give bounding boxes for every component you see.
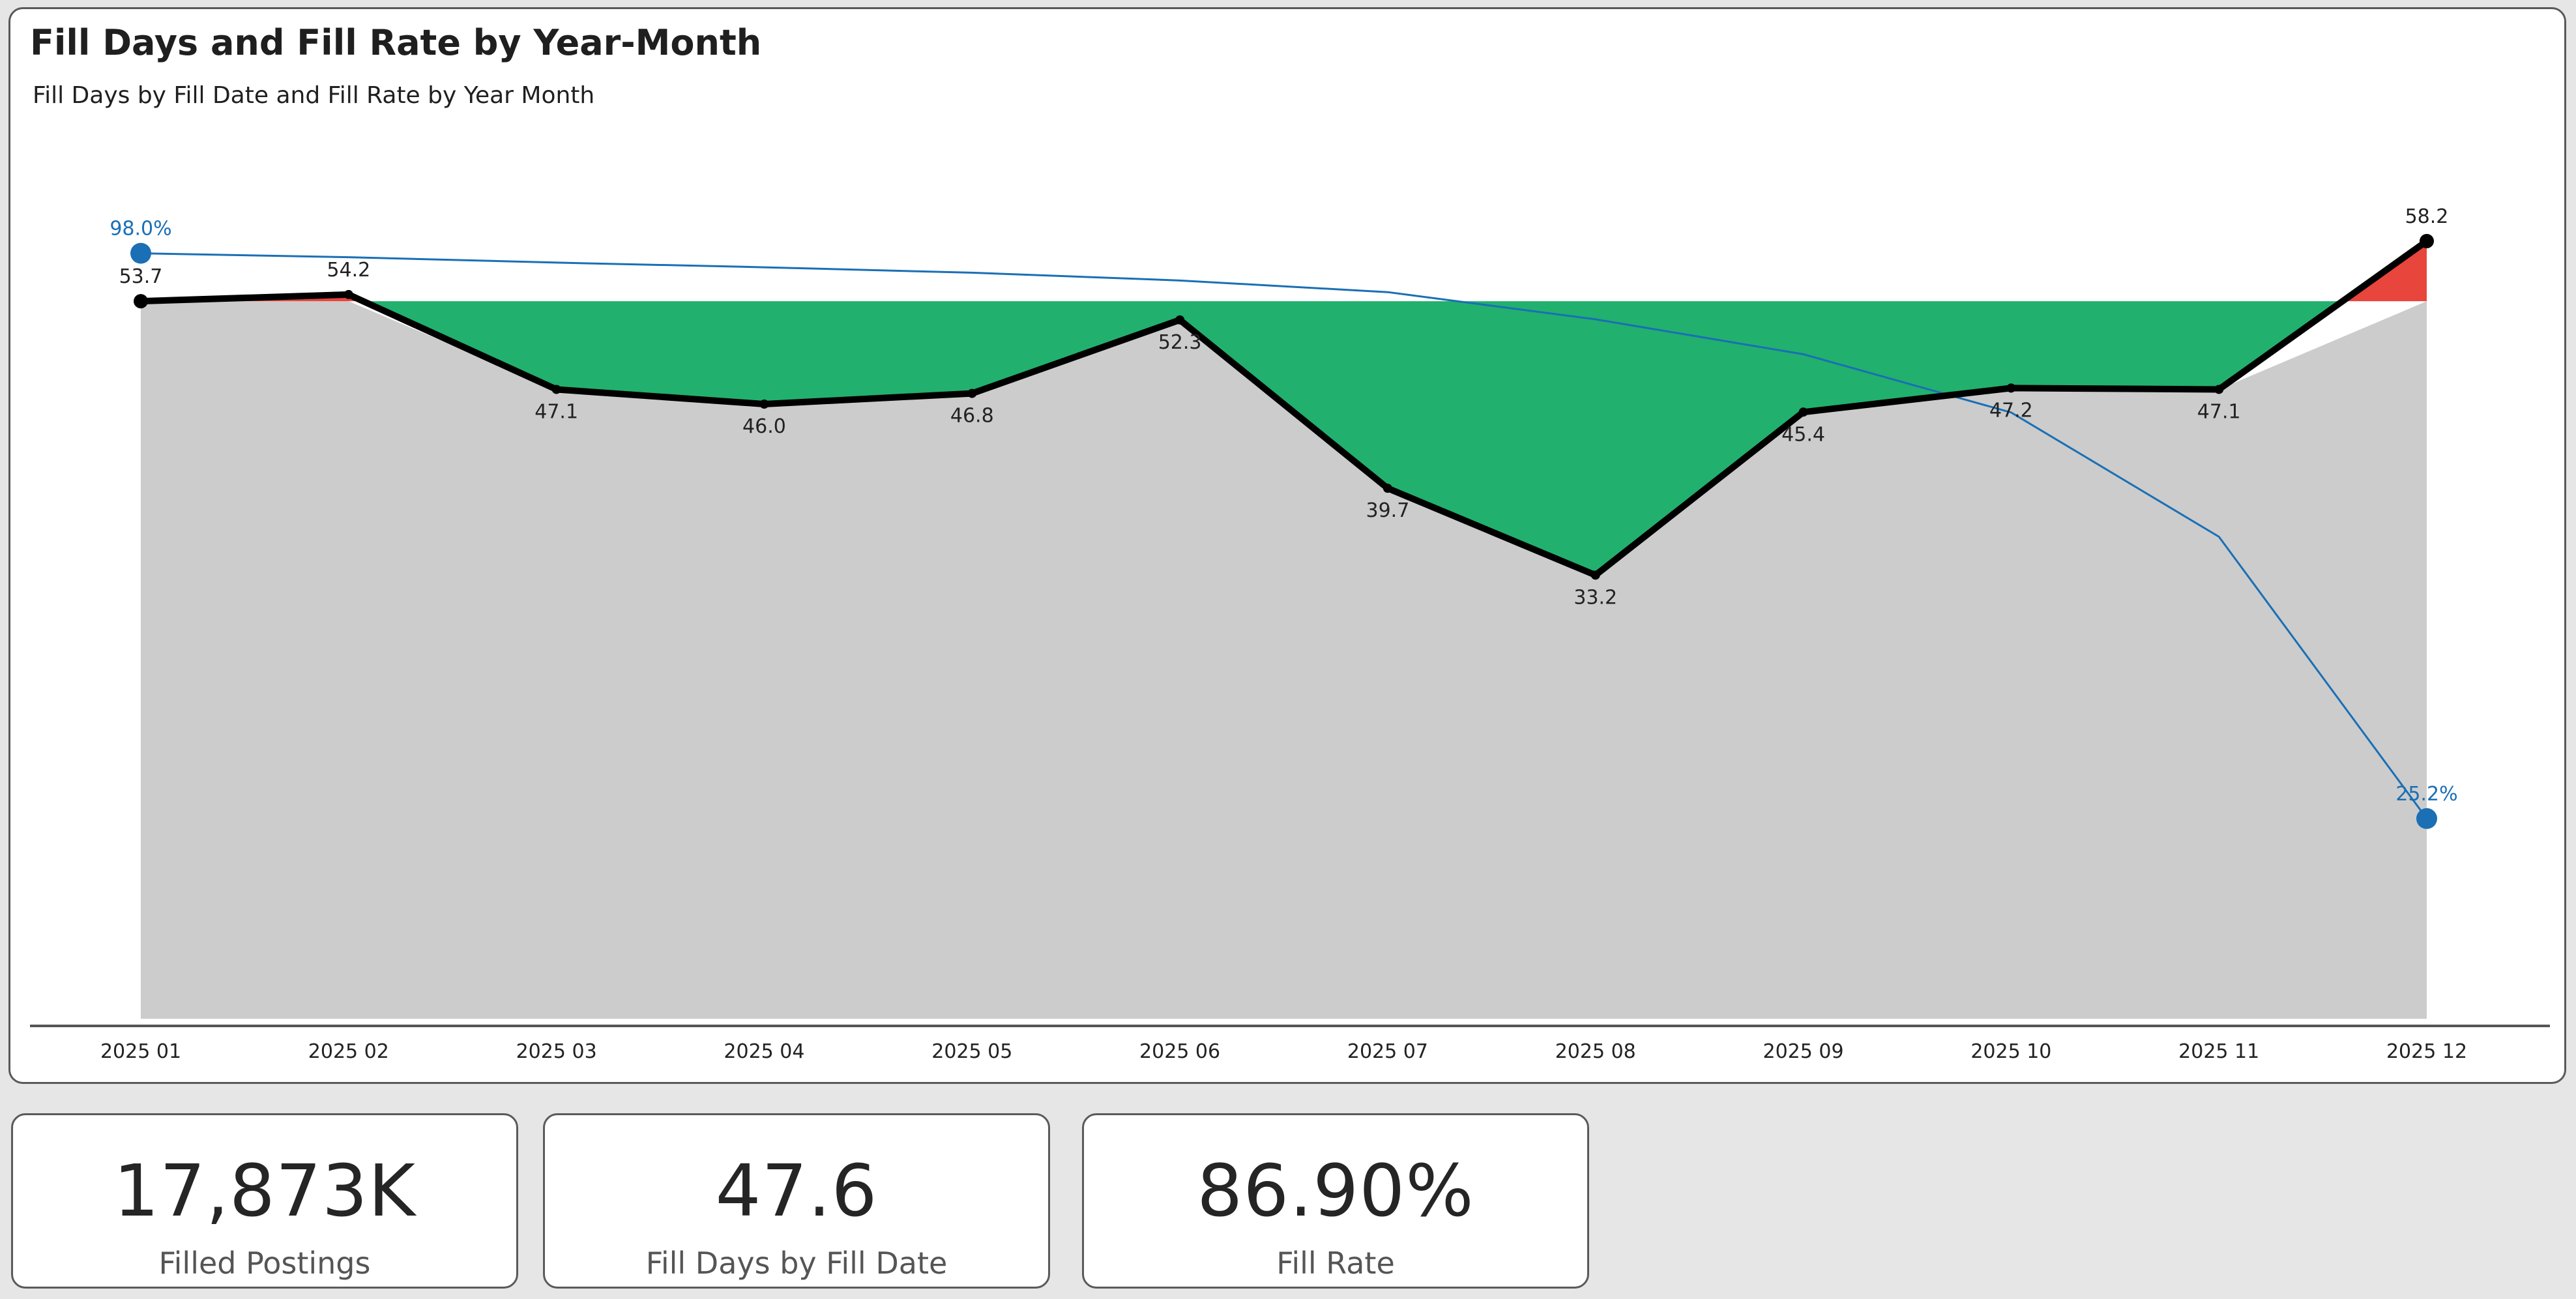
fill-days-data-label: 45.4 <box>1781 423 1825 446</box>
fill-rate-data-label: 98.0% <box>110 218 171 241</box>
x-tick-label: 2025 12 <box>2386 1040 2467 1063</box>
kpi-label: Filled Postings <box>158 1246 371 1281</box>
fill-days-data-label: 47.1 <box>2197 400 2241 423</box>
x-tick-label: 2025 04 <box>724 1040 804 1063</box>
fill-days-data-label: 54.2 <box>327 259 370 282</box>
fill-days-point <box>759 400 769 409</box>
fill-days-point <box>344 289 353 299</box>
fill-days-data-label: 58.2 <box>2405 205 2449 228</box>
fill-days-point <box>1175 315 1185 325</box>
kpi-card-fill-days: 47.6 Fill Days by Fill Date <box>543 1113 1050 1289</box>
fill-days-point <box>2420 233 2434 248</box>
x-tick-label: 2025 01 <box>100 1040 181 1063</box>
fill-days-point <box>1798 407 1808 417</box>
fill-days-data-label: 47.1 <box>534 400 578 423</box>
x-tick-label: 2025 07 <box>1347 1040 1428 1063</box>
fill-days-data-label: 39.7 <box>1366 499 1410 522</box>
x-tick-label: 2025 02 <box>308 1040 389 1063</box>
fill-rate-data-label: 25.2% <box>2395 783 2457 806</box>
kpi-value: 17,873K <box>113 1149 417 1233</box>
kpi-card-filled-postings: 17,873K Filled Postings <box>11 1113 518 1289</box>
chart-card: Fill Days and Fill Rate by Year-Month Fi… <box>8 7 2566 1084</box>
fill-days-data-label: 46.8 <box>950 405 994 428</box>
x-tick-label: 2025 08 <box>1555 1040 1636 1063</box>
baseline-area <box>141 301 2427 1019</box>
kpi-label: Fill Rate <box>1276 1246 1395 1281</box>
fill-days-point <box>551 385 561 394</box>
fill-days-line <box>140 238 2429 579</box>
chart-title: Fill Days and Fill Rate by Year-Month <box>30 22 762 63</box>
fill-days-point <box>1383 484 1392 493</box>
above-target-area <box>141 241 2427 302</box>
x-tick-label: 2025 06 <box>1139 1040 1220 1063</box>
fill-days-data-label: 52.3 <box>1158 331 1202 354</box>
kpi-value: 47.6 <box>715 1149 878 1233</box>
fill-days-point <box>967 388 977 398</box>
x-tick-label: 2025 11 <box>2178 1040 2259 1063</box>
fill-days-point <box>134 294 148 309</box>
fill-rate-point <box>130 242 151 264</box>
fill-days-data-label: 46.0 <box>742 415 786 438</box>
chart-subtitle: Fill Days by Fill Date and Fill Rate by … <box>33 82 595 109</box>
x-tick-label: 2025 05 <box>931 1040 1012 1063</box>
fill-days-data-label: 47.2 <box>1989 399 2033 422</box>
fill-days-data-label: 53.7 <box>119 265 163 288</box>
fill-days-point <box>1590 570 1600 580</box>
fill-days-chart: 53.7 54.2 47.1 46.0 46.8 52.3 39.7 33.2 45.4 47.2… <box>30 205 2550 1063</box>
fill-days-point <box>2214 385 2224 394</box>
fill-rate-line <box>140 252 2428 819</box>
fill-rate-point <box>2416 808 2437 829</box>
x-tick-label: 2025 09 <box>1763 1040 1844 1063</box>
fill-days-data-label: 33.2 <box>1573 586 1617 609</box>
kpi-label: Fill Days by Fill Date <box>645 1246 948 1281</box>
fill-days-point <box>2006 383 2016 393</box>
kpi-card-fill-rate: 86.90% Fill Rate <box>1082 1113 1589 1289</box>
x-tick-label: 2025 03 <box>516 1040 597 1063</box>
kpi-value: 86.90% <box>1197 1149 1474 1233</box>
x-tick-label: 2025 10 <box>1970 1040 2051 1063</box>
